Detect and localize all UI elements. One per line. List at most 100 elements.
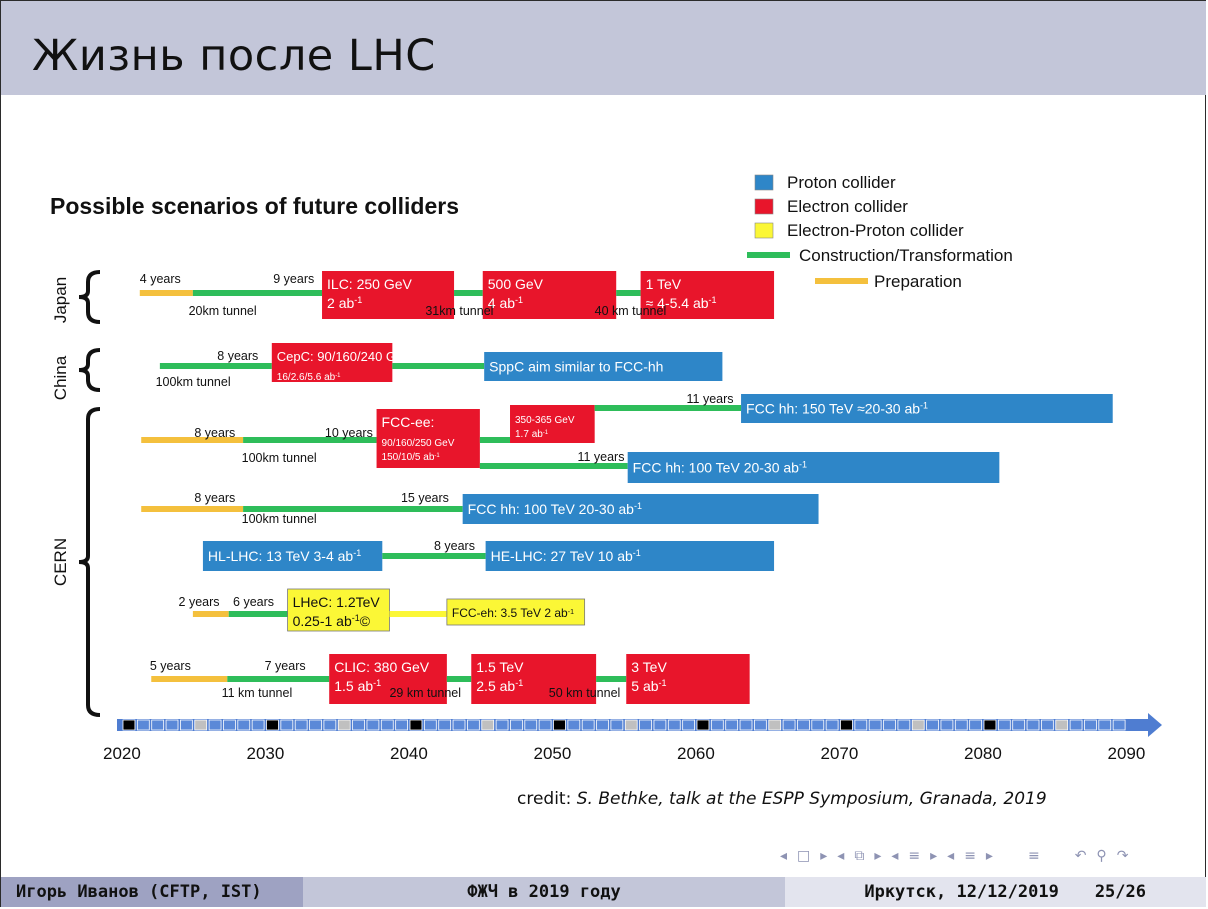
row-6-proton-box-2 [485,541,775,571]
row-8-electron-box-4 [471,654,597,704]
nav-symbol-14[interactable]: ⚲ [1096,848,1107,864]
axis-year-cell [251,719,265,731]
nav-symbol-12[interactable]: ≡ [1027,848,1040,864]
axis-year-cell [237,719,251,731]
nav-symbol-2[interactable]: ▸ [820,848,828,864]
row-3-box-1-line-0: FCC hh: 150 TeV ≈20-30 ab-1 [746,401,928,417]
row-4-proton-box-1 [627,452,1000,483]
legend-swatch-electron_proton [754,222,774,239]
nav-symbol-9[interactable]: ◂ [947,848,955,864]
axis-year-cell [466,719,480,731]
row-2-box-2-line-2: 150/10/5 ab-1 [382,452,441,463]
nav-symbol-3[interactable]: ◂ [837,848,845,864]
axis-year-cell [639,719,652,731]
row-0-box-2-line-0: ILC: 250 GeV [327,276,412,292]
axis-year-cell [825,719,839,731]
axis-year-cell [194,719,208,731]
nav-symbol-4[interactable]: ⧉ [854,848,865,864]
slide-footer: Игорь Иванов (CFTP, IST) ФЖЧ в 2019 году… [1,877,1206,907]
row-8-label-2: 11 km tunnel [222,686,293,700]
row-8-construction-bar-1 [227,676,330,682]
axis-year-cell [1026,719,1040,731]
row-1-proton-box-3 [484,352,723,381]
row-0-preparation-bar-0 [139,290,193,296]
axis-year-cell [983,719,997,731]
row-2-box-2-line-1: 90/160/250 GeV [382,438,455,449]
row-6-box-2-line-0: HE-LHC: 27 TeV 10 ab-1 [491,548,641,564]
nav-symbol-1[interactable]: □ [797,848,811,864]
row-5-box-2-line-0: FCC hh: 100 TeV 20-30 ab-1 [468,501,642,517]
axis-tick-2020: 2020 [103,744,141,763]
nav-symbol-5[interactable]: ▸ [874,848,882,864]
axis-year-cell [1012,719,1026,731]
legend-label-electron_proton: Electron-Proton collider [787,221,964,240]
axis-year-cell [553,719,566,731]
axis-year-cell [667,719,681,731]
row-0-label-1: 9 years [273,272,314,286]
axis-year-cell [997,719,1011,731]
axis-year-cell [352,719,365,731]
row-3-proton-box-1 [741,394,1113,423]
row-8-electron-box-6 [626,654,750,704]
row-1-construction-bar-0 [159,363,272,369]
row-5-label-2: 100km tunnel [242,512,317,526]
axis-year-cell [395,719,408,731]
axis-tick-2090: 2090 [1108,744,1146,763]
axis-arrowhead [1148,713,1162,737]
row-0-construction-bar-5 [616,290,641,296]
axis-year-cell [223,719,236,731]
row-8-box-4-line-0: 1.5 TeV [476,659,524,675]
axis-year-cell [409,719,423,731]
axis-year-cell [366,719,380,731]
axis-year-cell [596,719,609,731]
credit-text: S. Bethke, talk at the ESPP Symposium, G… [576,789,1047,809]
row-2-construction-bar-3 [479,437,511,443]
nav-symbol-11[interactable]: ▸ [985,848,993,864]
axis-year-cell [481,719,495,731]
nav-symbol-7[interactable]: ≡ [908,848,921,864]
row-8-label-0: 5 years [150,659,191,673]
row-0-box-4-line-1: 4 ab-1 [488,295,523,311]
row-0-box-4-line-0: 500 GeV [488,276,544,292]
row-0-electron-box-4 [482,271,617,319]
nav-symbol-10[interactable]: ≡ [964,848,976,864]
legend-swatch-preparation [815,278,868,284]
row-2-label-1: 10 years [325,426,373,440]
nav-symbol-8[interactable]: ▸ [930,848,938,864]
row-6-label-0: 8 years [434,539,475,553]
axis-year-cell [567,719,581,731]
row-5-label-1: 15 years [401,491,449,505]
row-2-box-2-line-0: FCC-ee: [382,414,435,430]
axis-tick-2080: 2080 [964,744,1002,763]
axis-year-cell [797,719,810,731]
axis-year-cell [179,719,193,731]
credit-prefix: credit: [517,789,577,809]
axis-year-cell [266,719,279,731]
nav-symbol-15[interactable]: ↷ [1116,848,1129,864]
axis-tick-2050: 2050 [534,744,572,763]
nav-symbol-0[interactable]: ◂ [780,848,788,864]
row-8-box-2-line-1: 1.5 ab-1 [334,678,381,694]
row-2-box-4-line-1: 1.7 ab-1 [515,429,549,440]
row-0-label-3: 31km tunnel [425,304,493,318]
row-7-preparation-bar-0 [192,611,229,617]
row-5-proton-box-2 [462,494,819,524]
row-7-box-4-line-0: FCC-eh: 3.5 TeV 2 ab-1 [452,606,574,620]
axis-year-cell [940,719,954,731]
nav-symbol-13[interactable]: ↶ [1074,848,1087,864]
group-label-japan: Japan [51,277,70,323]
slide-title: Жизнь после LHC [32,31,436,81]
axis-year-cell [1084,719,1097,731]
axis-year-cell [954,719,968,731]
axis-year-cell [1098,719,1112,731]
row-8-construction-bar-3 [446,676,472,682]
axis-year-cell [883,719,896,731]
footer-author: Игорь Иванов (CFTP, IST) [1,877,303,907]
axis-year-cell [926,719,939,731]
row-6-proton-box-0 [202,541,383,571]
nav-symbol-6[interactable]: ◂ [891,848,899,864]
row-7-label-0: 2 years [179,595,220,609]
row-8-box-2-line-0: CLIC: 380 GeV [334,659,430,675]
axis-year-cell [854,719,868,731]
